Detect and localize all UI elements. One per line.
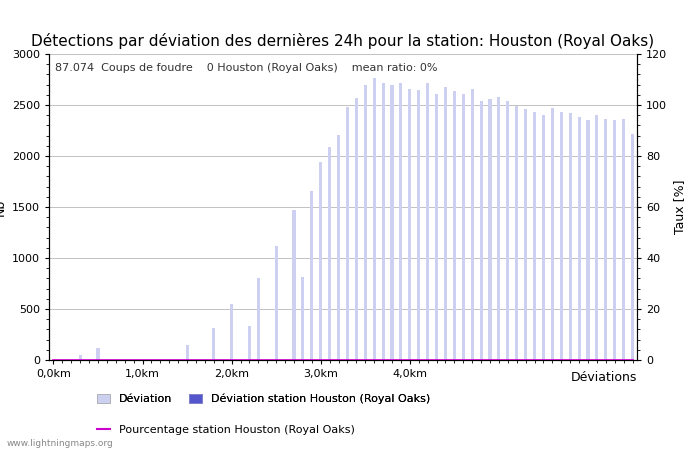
Text: www.lightningmaps.org: www.lightningmaps.org — [7, 439, 113, 448]
Bar — [328, 147, 331, 360]
Bar — [310, 191, 314, 360]
Bar — [382, 82, 385, 360]
Bar — [186, 345, 189, 360]
Bar — [604, 119, 608, 360]
Bar — [302, 277, 304, 360]
Bar — [391, 85, 393, 360]
Bar — [470, 89, 474, 360]
Bar — [319, 162, 322, 360]
Bar — [408, 89, 412, 360]
Bar — [568, 113, 572, 360]
Bar — [426, 82, 429, 360]
Bar — [257, 279, 260, 360]
Bar — [480, 101, 483, 360]
Bar — [417, 90, 420, 360]
Text: 87.074  Coups de foudre    0 Houston (Royal Oaks)    mean ratio: 0%: 87.074 Coups de foudre 0 Houston (Royal … — [55, 63, 438, 73]
Text: Déviations: Déviations — [570, 371, 637, 384]
Bar — [97, 348, 99, 360]
Bar — [524, 109, 527, 360]
Bar — [337, 135, 340, 360]
Legend: Déviation, Déviation station Houston (Royal Oaks): Déviation, Déviation station Houston (Ro… — [97, 393, 430, 404]
Bar — [587, 120, 589, 360]
Bar — [453, 91, 456, 360]
Bar — [274, 246, 278, 360]
Bar — [293, 210, 295, 360]
Bar — [631, 134, 634, 360]
Y-axis label: Nb: Nb — [0, 198, 6, 216]
Bar — [78, 355, 82, 360]
Bar — [506, 101, 510, 360]
Bar — [533, 112, 536, 360]
Bar — [346, 107, 349, 360]
Bar — [372, 78, 376, 360]
Y-axis label: Taux [%]: Taux [%] — [673, 180, 686, 234]
Bar — [435, 94, 438, 360]
Bar — [551, 108, 554, 360]
Bar — [444, 87, 447, 360]
Bar — [515, 106, 518, 360]
Bar — [489, 99, 491, 360]
Bar — [622, 119, 625, 360]
Bar — [462, 94, 465, 360]
Legend: Pourcentage station Houston (Royal Oaks): Pourcentage station Houston (Royal Oaks) — [97, 425, 355, 436]
Bar — [542, 115, 545, 360]
Bar — [364, 85, 367, 360]
Bar — [399, 82, 402, 360]
Bar — [248, 326, 251, 360]
Bar — [596, 115, 598, 360]
Bar — [498, 97, 500, 360]
Bar — [212, 328, 216, 360]
Title: Détections par déviation des dernières 24h pour la station: Houston (Royal Oaks): Détections par déviation des dernières 2… — [32, 33, 654, 49]
Bar — [560, 112, 563, 360]
Bar — [355, 98, 358, 360]
Bar — [578, 117, 581, 360]
Bar — [613, 120, 616, 360]
Bar — [230, 304, 233, 360]
